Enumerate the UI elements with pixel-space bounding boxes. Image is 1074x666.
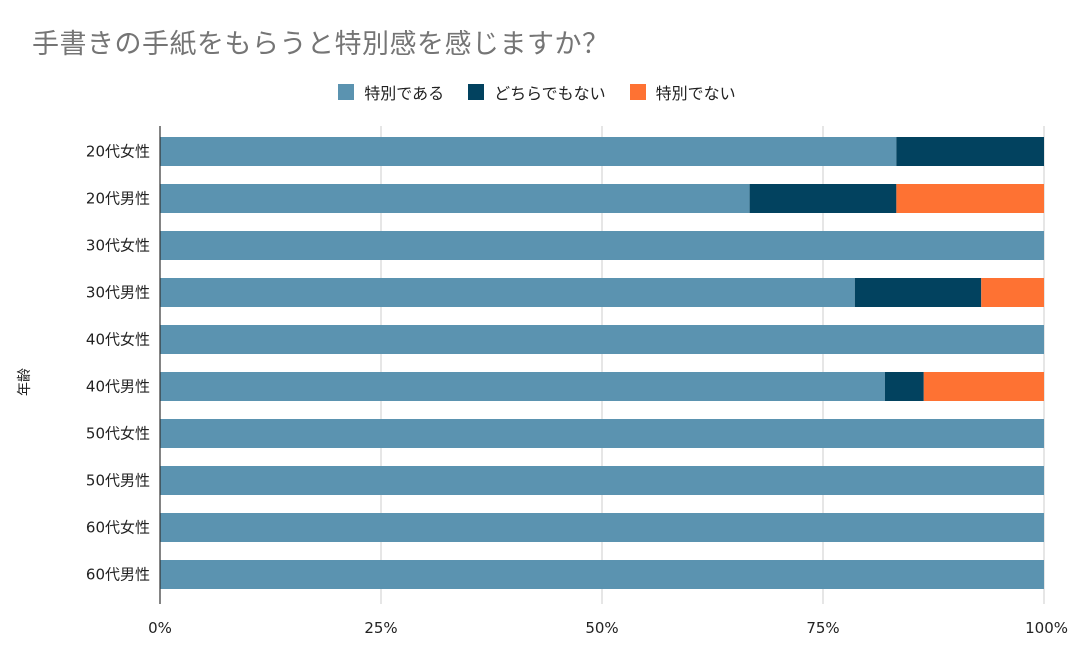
x-tick-label-2: 50% <box>585 619 618 637</box>
bar-0-0 <box>160 137 897 166</box>
category-label-2: 30代女性 <box>86 237 150 255</box>
legend-swatch-2 <box>629 84 646 100</box>
category-label-5: 40代男性 <box>86 378 150 396</box>
x-tick-label-3: 75% <box>806 619 839 637</box>
chart-title: 手書きの手紙をもらうと特別感を感じますか？ <box>32 29 610 60</box>
category-label-8: 60代女性 <box>86 519 150 537</box>
category-label-3: 30代男性 <box>86 284 150 302</box>
bar-5-1 <box>884 372 924 401</box>
legend-item-1: どちらでもない <box>468 80 606 104</box>
legend-swatch-1 <box>468 84 485 100</box>
bar-2-0 <box>160 231 1044 260</box>
legend: 特別である どちらでもない 特別でない <box>0 80 1074 104</box>
category-label-1: 20代男性 <box>86 190 150 208</box>
x-tick-label-0: 0% <box>148 619 172 637</box>
bar-5-0 <box>160 372 885 401</box>
bar-3-1 <box>854 278 982 307</box>
x-tick-label-1: 25% <box>364 619 397 637</box>
bar-6-0 <box>160 419 1044 448</box>
category-label-9: 60代男性 <box>86 566 150 584</box>
bar-8-0 <box>160 513 1044 542</box>
bar-0-1 <box>896 137 1044 166</box>
category-label-6: 50代女性 <box>86 425 150 443</box>
bar-1-0 <box>160 184 750 213</box>
bar-7-0 <box>160 466 1044 495</box>
legend-item-2: 特別でない <box>629 80 736 104</box>
legend-item-0: 特別である <box>338 80 444 104</box>
category-label-0: 20代女性 <box>86 143 150 161</box>
bar-3-0 <box>160 278 855 307</box>
bar-4-0 <box>160 325 1044 354</box>
legend-swatch-0 <box>338 84 355 100</box>
legend-label-0: 特別である <box>364 84 445 103</box>
bar-1-1 <box>749 184 897 213</box>
bar-9-0 <box>160 560 1044 589</box>
legend-label-1: どちらでもない <box>494 84 606 103</box>
category-label-7: 50代男性 <box>86 472 150 490</box>
bar-1-2 <box>896 184 1044 213</box>
x-tick-label-4: 100% <box>1025 619 1068 637</box>
bar-3-2 <box>981 278 1044 307</box>
bar-5-2 <box>923 372 1044 401</box>
legend-label-2: 特別でない <box>655 84 736 103</box>
category-label-4: 40代女性 <box>86 331 150 349</box>
